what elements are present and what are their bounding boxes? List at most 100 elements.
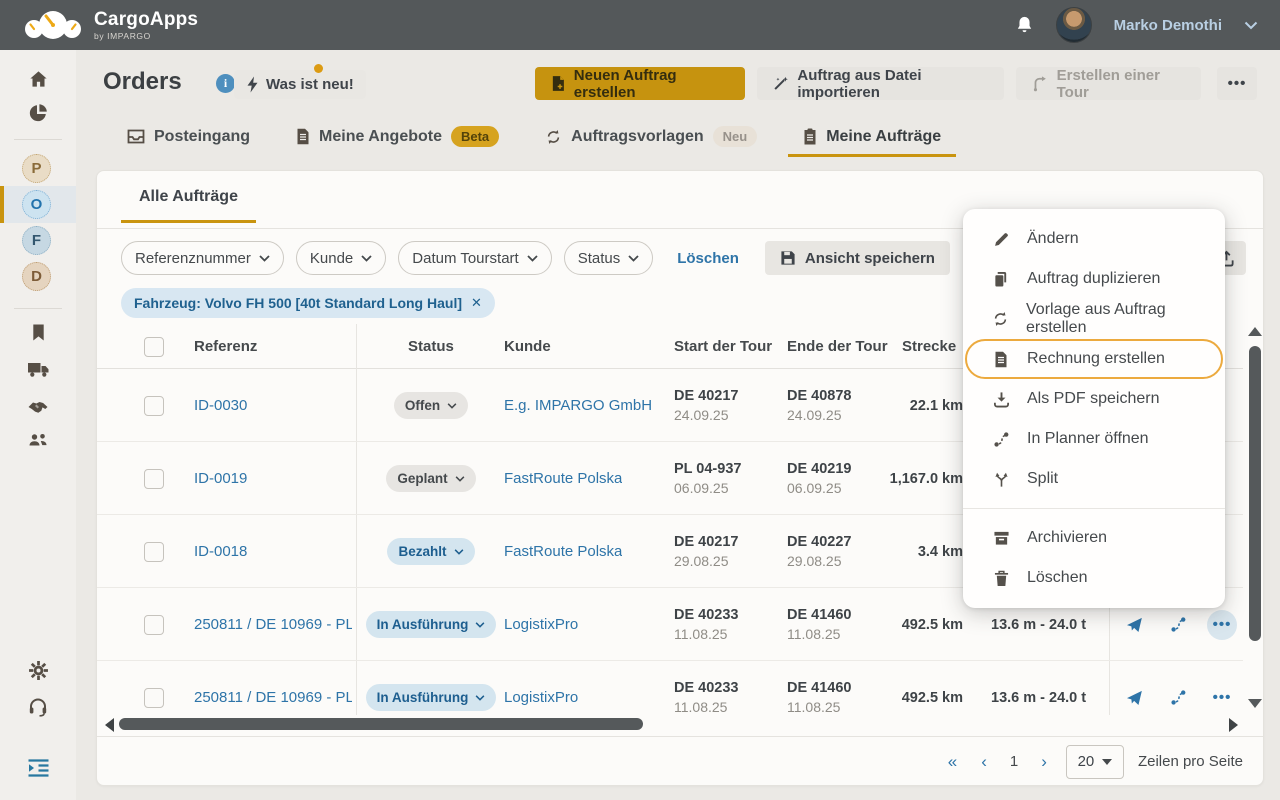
tour-end: DE 40227 29.08.25 (787, 515, 852, 588)
customer-link[interactable]: E.g. IMPARGO GmbH (504, 397, 653, 414)
sidebar-item-p[interactable]: P (22, 154, 51, 183)
user-avatar[interactable] (1055, 7, 1092, 43)
send-order-icon[interactable] (1119, 610, 1149, 640)
row-checkbox[interactable] (144, 468, 164, 489)
save-view-button[interactable]: Ansicht speichern (764, 241, 950, 275)
row-checkbox[interactable] (144, 395, 164, 416)
vehicle-filter-chip[interactable]: Fahrzeug: Volvo FH 500 [40t Standard Lon… (121, 288, 495, 318)
sidebar-item-d[interactable]: D (22, 262, 51, 291)
order-ref-link[interactable]: ID-0019 (194, 470, 248, 487)
tab-posteingang[interactable]: Posteingang (112, 119, 265, 157)
clear-filters-link[interactable]: Löschen (677, 249, 739, 267)
tour-start: DE 40217 24.09.25 (674, 369, 739, 442)
end-date: 11.08.25 (787, 626, 841, 642)
row-more-button[interactable]: ••• (1207, 609, 1237, 640)
status-dropdown[interactable]: Geplant (386, 465, 476, 492)
support-headset-icon[interactable] (26, 695, 50, 719)
magic-wand-icon (774, 76, 788, 90)
analytics-pie-icon[interactable] (26, 101, 50, 125)
start-date: 24.09.25 (674, 407, 729, 423)
create-order-label: Neuen Auftrag erstellen (573, 66, 677, 101)
status-dropdown[interactable]: Offen (393, 392, 469, 419)
vertical-scrollbar-thumb[interactable] (1249, 346, 1261, 641)
row-more-button[interactable]: ••• (1212, 689, 1232, 706)
tour-end: DE 40219 06.09.25 (787, 442, 852, 515)
whats-new-button[interactable]: Was ist neu! (234, 70, 366, 99)
row-checkbox[interactable] (144, 687, 164, 708)
view-tab-alle-auftraege[interactable]: Alle Aufträge (121, 188, 256, 223)
menu-item-auftrag-duplizieren[interactable]: Auftrag duplizieren (963, 259, 1225, 299)
home-icon[interactable] (26, 67, 50, 91)
order-ref-link[interactable]: 250811 / DE 10969 - PL (194, 689, 352, 706)
row-checkbox[interactable] (144, 541, 164, 562)
menu-item-vorlage-erstellen[interactable]: Vorlage aus Auftrag erstellen (963, 299, 1225, 339)
chip-close-icon[interactable]: ✕ (471, 295, 482, 310)
start-location: DE 40217 (674, 534, 739, 550)
first-page-button[interactable]: « (947, 751, 958, 771)
truck-icon[interactable] (26, 357, 50, 381)
tour-end: DE 41460 11.08.25 (787, 588, 852, 661)
page-size-dropdown[interactable]: 20 (1065, 744, 1124, 779)
bookmark-icon[interactable] (26, 320, 50, 344)
open-planner-icon[interactable] (1163, 610, 1193, 640)
menu-item-aendern[interactable]: Ändern (963, 219, 1225, 259)
col-status: Status (408, 338, 454, 355)
send-order-icon[interactable] (1119, 683, 1149, 713)
notifications-bell-icon[interactable] (1015, 15, 1034, 35)
order-ref-link[interactable]: ID-0018 (194, 543, 248, 560)
menu-item-split[interactable]: Split (963, 459, 1225, 499)
horizontal-scrollbar-thumb[interactable] (119, 718, 643, 730)
menu-item-archivieren[interactable]: Archivieren (963, 518, 1225, 558)
sidebar-item-f[interactable]: F (22, 226, 51, 255)
customer-link[interactable]: LogistixPro (504, 616, 579, 633)
settings-gear-icon[interactable] (26, 658, 50, 682)
brand-logo[interactable]: CargoApps by IMPARGO (22, 7, 198, 43)
scrollbar-down-arrow[interactable] (1248, 699, 1262, 708)
menu-item-loeschen[interactable]: Löschen (963, 558, 1225, 598)
distance: 1,167.0 km (889, 470, 963, 487)
scrollbar-left-arrow[interactable] (105, 718, 114, 732)
menu-item-als-pdf-speichern[interactable]: Als PDF speichern (963, 379, 1225, 419)
select-all-checkbox[interactable] (144, 337, 164, 357)
duplicate-icon (992, 271, 1010, 288)
filter-datum-tourstart[interactable]: Datum Tourstart (398, 241, 552, 275)
create-tour-button[interactable]: Erstellen einer Tour (1016, 67, 1201, 101)
customer-link[interactable]: FastRoute Polska (504, 543, 623, 560)
status-dropdown[interactable]: In Ausführung (365, 611, 497, 638)
status-dropdown[interactable]: Bezahlt (387, 538, 475, 565)
expand-sidebar-icon[interactable] (26, 756, 50, 780)
main-tabs: Posteingang Meine Angebote Beta Auftrags… (112, 119, 957, 157)
info-icon[interactable]: i (216, 74, 235, 93)
order-ref-link[interactable]: 250811 / DE 10969 - PL (194, 616, 352, 633)
page-more-button[interactable]: ••• (1217, 67, 1257, 100)
menu-item-label: Archivieren (1027, 529, 1108, 546)
next-page-button[interactable]: › (1041, 751, 1047, 771)
tab-auftragsvorlagen[interactable]: Auftragsvorlagen Neu (530, 119, 772, 157)
scrollbar-right-arrow[interactable] (1229, 718, 1238, 732)
import-order-button[interactable]: Auftrag aus Datei importieren (757, 67, 1004, 101)
topbar: CargoApps by IMPARGO Marko Demothi (0, 0, 1280, 50)
sidebar-item-o-active[interactable]: O (22, 190, 51, 219)
filter-status[interactable]: Status (563, 241, 654, 275)
open-planner-icon[interactable] (1163, 683, 1193, 713)
handshake-icon[interactable] (26, 395, 50, 419)
create-order-button[interactable]: Neuen Auftrag erstellen (535, 66, 745, 101)
rows-per-page-label: Zeilen pro Seite (1137, 753, 1243, 770)
team-users-icon[interactable] (26, 428, 50, 452)
filter-kunde[interactable]: Kunde (295, 241, 387, 275)
tab-meine-auftraege[interactable]: Meine Aufträge (788, 119, 957, 157)
order-ref-link[interactable]: ID-0030 (194, 397, 248, 414)
user-menu-chevron-icon[interactable] (1244, 21, 1258, 30)
menu-item-rechnung-erstellen[interactable]: Rechnung erstellen (963, 339, 1225, 379)
status-dropdown[interactable]: In Ausführung (365, 684, 497, 711)
current-page: 1 (1009, 753, 1019, 770)
tab-meine-angebote[interactable]: Meine Angebote Beta (281, 119, 514, 157)
customer-link[interactable]: LogistixPro (504, 689, 579, 706)
filter-referenznummer[interactable]: Referenznummer (121, 241, 284, 275)
prev-page-button[interactable]: ‹ (981, 751, 987, 771)
pencil-icon (992, 231, 1010, 248)
menu-item-in-planner-oeffnen[interactable]: In Planner öffnen (963, 419, 1225, 459)
scrollbar-up-arrow[interactable] (1248, 327, 1262, 336)
customer-link[interactable]: FastRoute Polska (504, 470, 623, 487)
row-checkbox[interactable] (144, 614, 164, 635)
